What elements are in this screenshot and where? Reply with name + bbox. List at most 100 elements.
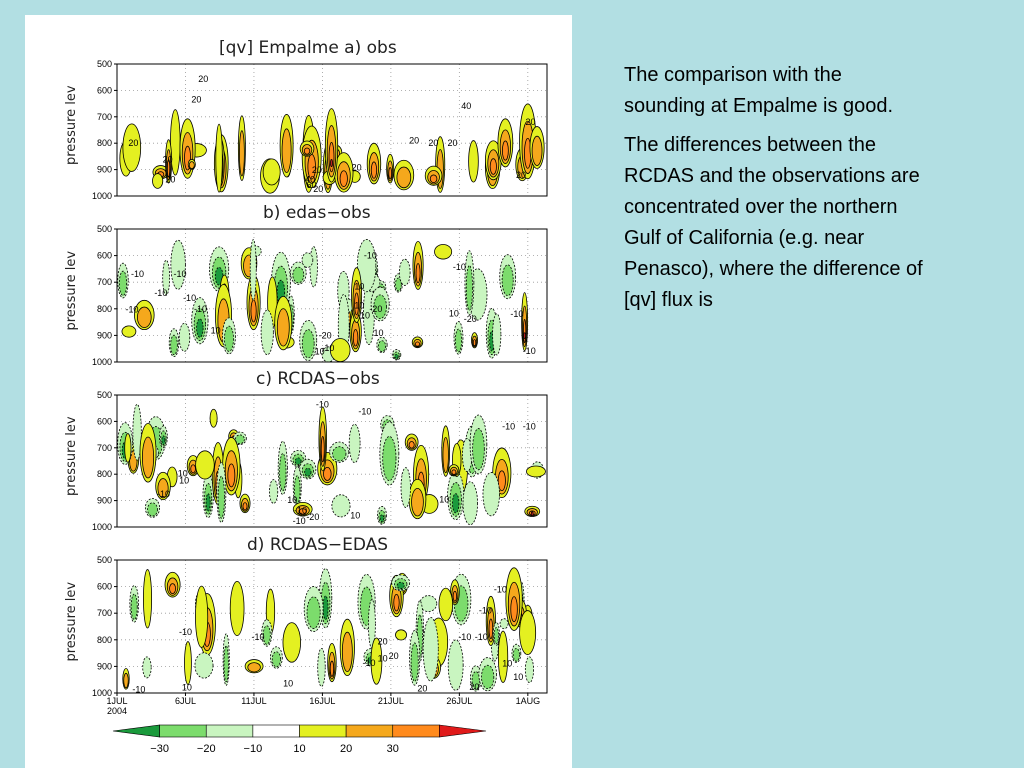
contour-label: -10 [475, 632, 488, 642]
contour-blob [262, 625, 271, 645]
contour-label: -10 [157, 489, 170, 499]
contour-blob [306, 596, 321, 629]
colorbar-segment [159, 724, 207, 738]
contour-blob [510, 596, 518, 623]
panel-4: d) RCDAS−EDAS pressure lev 500 600 700 800 900… [64, 535, 548, 716]
y-tick-label: 500 [97, 555, 112, 565]
y-tick-label: 500 [97, 390, 112, 400]
contour-blob [320, 435, 325, 463]
y-axis-label: pressure lev [64, 416, 79, 496]
contour-blob [194, 652, 214, 679]
contour-label: 10 [502, 658, 512, 668]
contour-label: 10 [439, 495, 449, 505]
panel-1: [qv] Empalme a) obs pressure lev 500 600 700… [64, 38, 548, 201]
contour-blob [195, 585, 209, 648]
contour-blob [178, 322, 191, 352]
contour-label: 10 [350, 510, 360, 520]
contour-label: -20 [319, 330, 332, 340]
colorbar-label: −20 [197, 743, 216, 755]
contour-blob [234, 434, 245, 445]
contour-blob [242, 502, 248, 511]
contour-blob [317, 647, 326, 687]
colorbar-label: −10 [244, 743, 263, 755]
contour-blob [162, 259, 171, 296]
y-tick-label: 900 [97, 496, 112, 506]
contour-blob [493, 627, 499, 645]
contour-label: -10 [194, 304, 207, 314]
contour-blob [414, 341, 421, 347]
contour-label: 10 [315, 346, 325, 356]
contour-blob [184, 641, 192, 685]
contour-blob [205, 493, 211, 512]
contour-label: 20 [128, 138, 138, 148]
contour-label: 20 [352, 162, 362, 172]
y-tick-label: 800 [97, 304, 112, 314]
contour-label: 40 [461, 101, 471, 111]
contour-blob [388, 167, 392, 180]
contour-blob [519, 610, 537, 655]
contour-label: -10 [358, 406, 371, 416]
contour-label: 40 [305, 174, 315, 184]
contour-blob [196, 318, 204, 338]
contour-label: 60 [306, 180, 316, 190]
contour-blob [468, 140, 479, 183]
contour-blob [524, 656, 534, 683]
y-tick-label: 900 [97, 330, 112, 340]
contour-label: 20 [312, 165, 322, 175]
contour-blob [352, 329, 359, 347]
colorbar-segment [299, 724, 347, 738]
contour-blob [341, 631, 353, 673]
contour-label: 10 [182, 683, 192, 693]
contour-label: 20 [191, 94, 201, 104]
contour-blob [224, 325, 234, 352]
contour-blob [442, 437, 449, 474]
contour-blob [142, 656, 152, 679]
contour-blob [501, 140, 509, 161]
contour-label: 20 [378, 636, 388, 646]
contour-label: -10 [357, 311, 370, 321]
contour-blob [398, 258, 411, 286]
colorbar-label: 30 [387, 743, 399, 755]
contour-label: 20 [313, 184, 323, 194]
contour-blob [170, 334, 178, 356]
contour-label: 10 [211, 326, 221, 336]
contour-label: 20 [417, 684, 427, 694]
y-tick-label: 600 [97, 251, 112, 261]
contour-blob [152, 173, 164, 189]
x-tick-label: 1AUG [516, 696, 541, 706]
colorbar-segment [439, 724, 487, 738]
contour-label: -10 [293, 516, 306, 526]
contour-blob [531, 135, 543, 166]
contour-blob [301, 252, 314, 268]
contour-blob [170, 239, 186, 290]
contour-blob [227, 463, 236, 488]
contour-blob [472, 339, 477, 347]
contour-blob [438, 587, 453, 622]
contour-label: 10 [178, 469, 188, 479]
contour-blob [188, 161, 195, 170]
contour-blob [393, 593, 400, 612]
contour-label: 20 [516, 170, 526, 180]
colorbar-segment [345, 724, 394, 738]
contour-blob [526, 465, 546, 478]
contour-blob [161, 435, 166, 445]
panel-2: b) edas−obs pressure lev 500 600 700 800 900 10… [64, 203, 548, 367]
contour-label: 20 [389, 651, 399, 661]
x-tick-label: 11JUL [241, 696, 266, 706]
contour-blob [422, 617, 439, 682]
x-year-label: 2004 [107, 706, 127, 716]
panel-title: b) edas−obs [263, 203, 371, 223]
paragraph-2: The differences between the RCDAS and th… [624, 134, 923, 311]
contour-blob [269, 479, 279, 504]
contour-blob [382, 436, 397, 482]
contour-blob [434, 244, 453, 260]
contour-blob [497, 470, 506, 492]
contour-blob [394, 353, 399, 359]
contour-label: 10 [283, 679, 293, 689]
y-tick-label: 900 [97, 661, 112, 671]
contour-label: -10 [523, 422, 536, 432]
contour-blob [323, 466, 332, 481]
contour-label: 10 [354, 281, 364, 291]
y-tick-label: 800 [97, 635, 112, 645]
x-tick-label: 26JUL [446, 696, 472, 706]
